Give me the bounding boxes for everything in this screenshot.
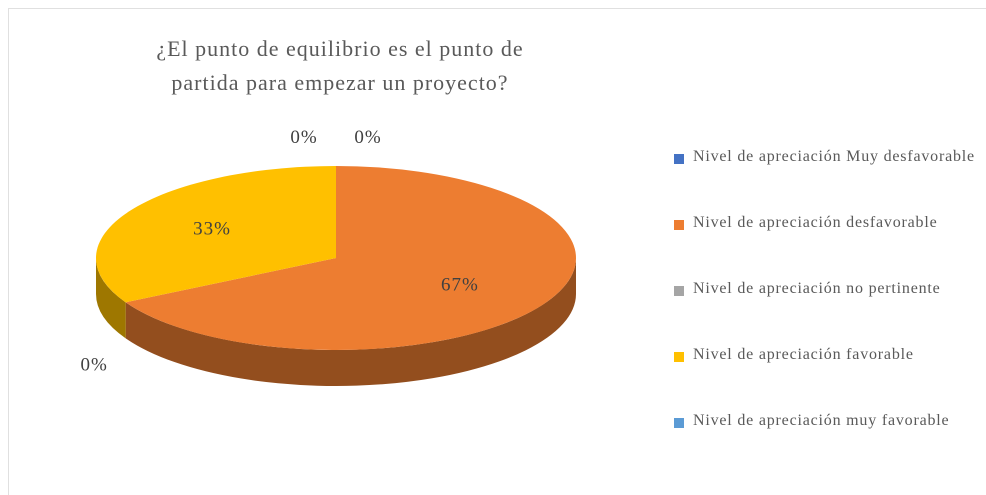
legend-swatch: [674, 286, 684, 296]
pie-slice-side: [96, 258, 126, 339]
legend-swatch: [674, 418, 684, 428]
pie-slice-side: [125, 258, 576, 387]
legend-item: Nivel de apreciación muy favorable: [674, 409, 974, 475]
data-label: 67%: [441, 274, 479, 295]
legend-item: Nivel de apreciación favorable: [674, 343, 974, 409]
legend-label: Nivel de apreciación favorable: [693, 346, 914, 363]
legend-item: Nivel de apreciación no pertinente: [674, 277, 974, 343]
legend: Nivel de apreciación Muy desfavorable Niv…: [674, 145, 974, 475]
legend-item: Nivel de apreciación Muy desfavorable: [674, 145, 974, 211]
legend-swatch: [674, 154, 684, 164]
pie-sides: [96, 258, 576, 387]
legend-label: Nivel de apreciación Muy desfavorable: [693, 148, 975, 165]
data-label: 0%: [354, 127, 381, 148]
legend-label: Nivel de apreciación no pertinente: [693, 280, 941, 297]
data-label: 33%: [193, 218, 231, 239]
legend-swatch: [674, 220, 684, 230]
chart-frame: [8, 8, 986, 495]
chart-title: ¿El punto de equilibrio es el punto de p…: [156, 36, 524, 95]
data-label: 0%: [290, 127, 317, 148]
legend-label: Nivel de apreciación desfavorable: [693, 214, 938, 231]
pie-slice: [125, 166, 576, 350]
pie-tops: [95, 166, 576, 350]
legend-item: Nivel de apreciación desfavorable: [674, 211, 974, 277]
legend-swatch: [674, 352, 684, 362]
data-label: 0%: [80, 354, 107, 375]
pie-slice: [95, 166, 336, 303]
legend-label: Nivel de apreciación muy favorable: [693, 412, 950, 429]
